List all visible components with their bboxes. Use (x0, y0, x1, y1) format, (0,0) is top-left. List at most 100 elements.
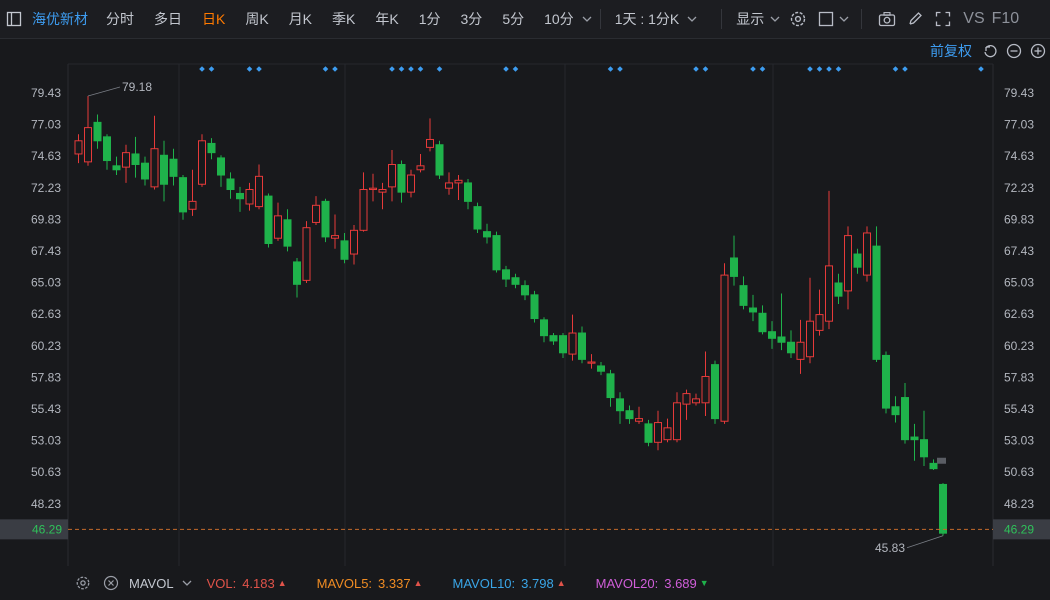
candle[interactable] (682, 389, 691, 420)
candle[interactable] (435, 140, 444, 179)
period-tab-1min[interactable]: 1分 (418, 11, 441, 27)
candle[interactable] (321, 198, 330, 243)
period-tab-5min[interactable]: 5分 (502, 11, 525, 27)
candle[interactable] (616, 392, 624, 424)
period-tab-daily[interactable]: 日K (202, 11, 226, 27)
candle[interactable] (93, 114, 102, 149)
candle[interactable] (568, 314, 577, 361)
zoom-out-icon[interactable] (1003, 40, 1025, 62)
candle[interactable] (302, 221, 311, 283)
period-tab-3min[interactable]: 3分 (460, 11, 483, 27)
candle[interactable] (635, 406, 643, 424)
candle[interactable] (359, 172, 368, 232)
candle[interactable] (673, 392, 681, 443)
candle[interactable] (293, 257, 301, 298)
candle[interactable] (378, 182, 387, 210)
candle[interactable] (853, 248, 862, 274)
candle[interactable] (207, 138, 216, 160)
candle[interactable] (397, 160, 406, 203)
candle[interactable] (169, 148, 178, 186)
candle[interactable] (796, 319, 805, 374)
candle[interactable] (369, 173, 377, 202)
period-tab-multiday[interactable]: 多日 (154, 11, 182, 27)
period-tab-yearly[interactable]: 年K (375, 11, 399, 27)
candle[interactable] (549, 333, 558, 345)
f10-button[interactable]: F10 (991, 10, 1020, 27)
candle[interactable] (787, 330, 795, 359)
candle[interactable] (445, 172, 453, 195)
candle[interactable] (815, 289, 824, 336)
pencil-icon[interactable] (904, 8, 926, 30)
camera-icon[interactable] (876, 8, 898, 30)
candle[interactable] (777, 293, 786, 351)
chevron-down-icon[interactable] (180, 572, 194, 594)
candle[interactable] (264, 193, 273, 248)
period-tab-monthly[interactable]: 月K (288, 11, 313, 27)
candle[interactable] (578, 326, 586, 364)
candle[interactable] (701, 351, 710, 416)
candle[interactable] (150, 115, 159, 190)
candle[interactable] (483, 223, 491, 244)
candle[interactable] (131, 136, 140, 178)
candle[interactable] (521, 280, 529, 301)
checkbox-icon[interactable] (815, 8, 837, 30)
period-tab-weekly[interactable]: 周K (245, 11, 269, 27)
chevron-down-icon[interactable] (686, 8, 698, 30)
candle[interactable] (141, 156, 149, 186)
period-tab-10min[interactable]: 10分 (544, 11, 574, 27)
candle[interactable] (388, 150, 396, 202)
sidebar-toggle-icon[interactable] (3, 8, 25, 30)
candle[interactable] (920, 410, 928, 467)
candle[interactable] (663, 418, 672, 443)
candle[interactable] (929, 459, 938, 470)
candle[interactable] (939, 483, 947, 536)
candle[interactable] (768, 321, 776, 349)
candle[interactable] (283, 209, 292, 252)
candle[interactable] (312, 196, 320, 226)
candle[interactable] (711, 360, 719, 424)
candle[interactable] (891, 396, 900, 423)
candle[interactable] (188, 169, 197, 216)
candle[interactable] (84, 96, 92, 166)
candle[interactable] (112, 156, 121, 176)
zoom-in-icon[interactable] (1027, 40, 1049, 62)
candle[interactable] (255, 164, 263, 210)
display-menu[interactable]: 显示 (736, 11, 765, 27)
candle[interactable] (407, 169, 415, 198)
candle[interactable] (217, 155, 225, 187)
candle[interactable] (730, 235, 738, 286)
candlestick-chart[interactable]: 79.43 79.43 77.03 77.03 74.63 74.63 72.23 72.23… (0, 0, 1050, 570)
candle[interactable] (530, 290, 539, 323)
chevron-down-icon[interactable] (769, 8, 781, 30)
gear-icon[interactable] (787, 8, 809, 30)
period-tab-intraday[interactable]: 分时 (106, 11, 134, 27)
candle[interactable] (739, 276, 748, 310)
indicator-name[interactable]: MAVOL (129, 575, 174, 591)
candle[interactable] (606, 369, 615, 407)
candle[interactable] (844, 226, 852, 310)
candle[interactable] (559, 333, 567, 359)
candle[interactable] (198, 134, 206, 187)
candle[interactable] (340, 232, 349, 264)
candle[interactable] (587, 354, 596, 369)
undo-icon[interactable] (979, 40, 1001, 62)
candle[interactable] (331, 214, 339, 249)
fullscreen-icon[interactable] (932, 8, 954, 30)
candle[interactable] (426, 118, 434, 152)
period-tab-quarterly[interactable]: 季K (332, 11, 356, 27)
vs-button[interactable]: VS (963, 10, 985, 27)
candle[interactable] (720, 263, 729, 424)
chevron-down-icon[interactable] (838, 8, 850, 30)
candle[interactable] (236, 186, 244, 212)
candle[interactable] (416, 153, 425, 173)
close-icon[interactable] (100, 572, 122, 594)
candle[interactable] (692, 393, 700, 406)
candle[interactable] (749, 294, 757, 322)
candle[interactable] (511, 273, 520, 289)
candle[interactable] (502, 265, 510, 287)
candle[interactable] (654, 410, 662, 451)
candle[interactable] (597, 361, 605, 376)
candle[interactable] (834, 273, 843, 305)
candle[interactable] (160, 140, 168, 202)
chevron-down-icon[interactable] (581, 8, 593, 30)
